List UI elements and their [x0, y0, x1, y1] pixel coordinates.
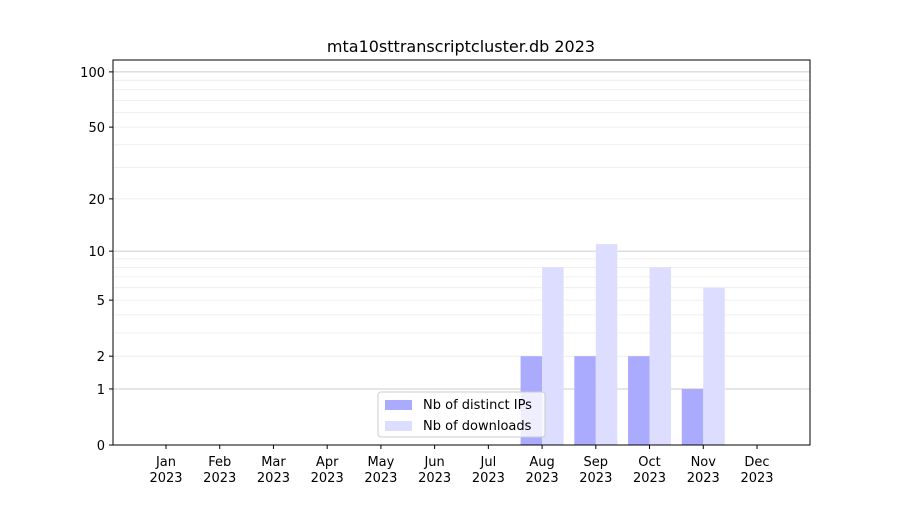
- bar-downloads: [542, 267, 564, 445]
- x-tick-label: 2023: [149, 471, 182, 486]
- legend-swatch: [385, 400, 412, 410]
- x-tick-label: Apr: [316, 455, 339, 470]
- x-tick-label: Mar: [261, 455, 286, 470]
- bar-downloads: [703, 287, 725, 445]
- x-tick-label: 2023: [633, 471, 666, 486]
- bar-ips: [628, 356, 650, 445]
- x-tick-label: 2023: [203, 471, 236, 486]
- x-tick-label: 2023: [687, 471, 720, 486]
- legend-swatch: [385, 421, 412, 431]
- y-tick-label: 100: [80, 66, 105, 81]
- x-tick-label: Jan: [155, 455, 176, 470]
- y-tick-label: 2: [97, 350, 105, 365]
- x-tick-label: Dec: [744, 455, 769, 470]
- x-tick-label: 2023: [526, 471, 559, 486]
- chart-title: mta10sttranscriptcluster.db 2023: [327, 37, 595, 56]
- x-tick-label: 2023: [311, 471, 344, 486]
- y-tick-label: 5: [97, 294, 105, 309]
- bar-ips: [681, 388, 704, 445]
- x-tick-label: Oct: [638, 455, 660, 470]
- x-tick-label: 2023: [740, 471, 773, 486]
- y-tick-label: 50: [88, 121, 105, 136]
- x-tick-label: Feb: [208, 455, 231, 470]
- bar-downloads: [649, 267, 672, 445]
- x-tick-label: 2023: [364, 471, 397, 486]
- x-tick-label: 2023: [579, 471, 612, 486]
- x-tick-label: Aug: [529, 455, 554, 470]
- x-tick-label: 2023: [418, 471, 451, 486]
- x-tick-label: Nov: [691, 455, 717, 470]
- x-tick-label: Jul: [480, 455, 497, 470]
- x-tick-label: Jun: [423, 455, 444, 470]
- legend-label: Nb of downloads: [423, 419, 532, 434]
- bar-ips: [574, 356, 596, 445]
- x-tick-label: 2023: [257, 471, 290, 486]
- x-tick-label: Sep: [584, 455, 609, 470]
- y-tick-label: 1: [97, 383, 105, 398]
- legend: [377, 391, 546, 438]
- x-tick-label: 2023: [472, 471, 505, 486]
- axes-frame: [112, 59, 811, 446]
- y-tick-label: 20: [88, 193, 105, 208]
- x-tick-label: May: [367, 455, 394, 470]
- y-tick-label: 0: [97, 439, 105, 454]
- bar-downloads: [595, 244, 618, 445]
- legend-label: Nb of distinct IPs: [423, 398, 532, 413]
- y-tick-label: 10: [88, 245, 105, 260]
